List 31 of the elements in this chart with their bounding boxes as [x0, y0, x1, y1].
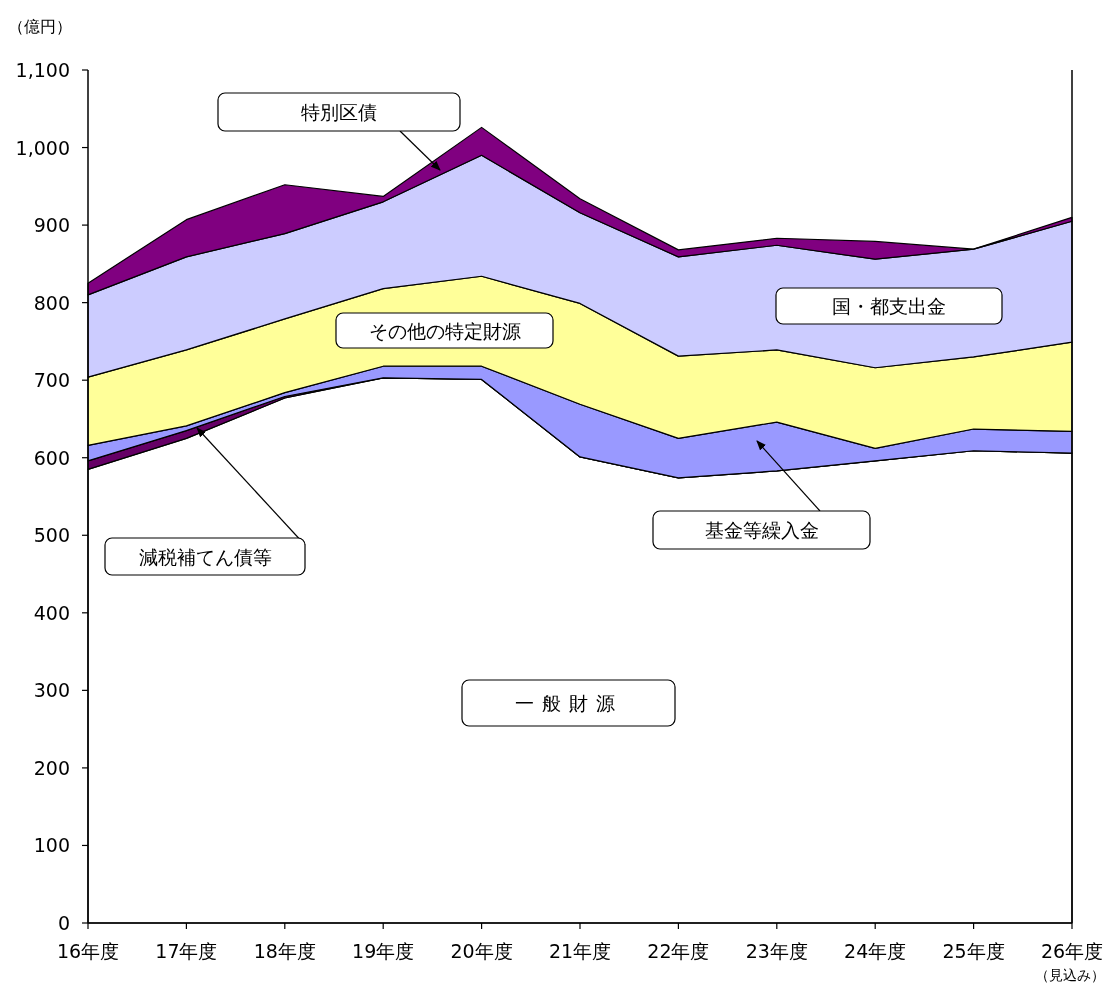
y-tick-label: 800: [33, 291, 70, 314]
text: 特別区債: [301, 101, 377, 123]
x-tick-label: 17年度: [155, 940, 218, 962]
x-tick-label: 16年度: [56, 940, 120, 962]
text: （見込み）: [1035, 967, 1105, 983]
y-tick-label: 600: [33, 446, 70, 469]
y-tick-label: 200: [33, 756, 70, 779]
series-label: 一般財源: [514, 692, 623, 714]
series-label: 国・都支出金: [832, 295, 946, 317]
x-tick-label: 19年度: [352, 940, 415, 962]
y-tick-label: 1,000: [15, 136, 70, 159]
y-tick-label: 400: [33, 601, 70, 624]
y-tick-label: 500: [33, 524, 70, 547]
x-tick-label: 26年度: [1040, 940, 1104, 962]
x-tick-label: 20年度: [450, 940, 513, 962]
y-tick-label: 0: [57, 912, 70, 934]
x-tick-label: 25年度: [942, 940, 1005, 962]
x-tick-label: 18年度: [253, 940, 316, 962]
series-label: その他の特定財源: [368, 319, 521, 342]
x-tick-label: 23年度: [745, 940, 808, 962]
x-tick-label: 21年度: [548, 940, 612, 962]
x-tick-label: 22年度: [647, 940, 710, 962]
text: 減税補てん債等: [138, 545, 272, 568]
x-tick-label: 24年度: [844, 940, 907, 962]
y-axis-title: （億円）: [8, 17, 72, 36]
y-tick-label: 1,100: [15, 59, 70, 81]
y-tick-label: 100: [33, 834, 70, 857]
y-tick-label: 300: [33, 679, 70, 702]
text: 基金等繰入金: [704, 519, 819, 541]
y-tick-label: 900: [33, 214, 70, 237]
y-tick-label: 700: [33, 369, 70, 392]
